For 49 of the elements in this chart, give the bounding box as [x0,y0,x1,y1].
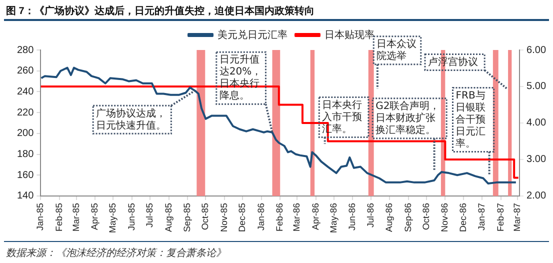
x-tick-label: Nov-85 [218,202,229,232]
x-tick-label: Apr-85 [90,202,100,230]
x-tick-label: Feb-86 [274,202,285,232]
x-tick-label: Oct-85 [200,202,210,230]
x-tick-label: Dec-85 [237,202,248,232]
y-tick-label: 200 [16,128,34,140]
x-tick-label: Aug-86 [384,202,394,232]
x-tick-label: Apr-86 [310,202,320,230]
x-tick-label: Jan-86 [256,202,266,231]
x-tick-label: Feb-87 [495,202,506,232]
annotation: FRB与日银联合干预日元汇率。 [456,89,486,150]
y-tick-label: 180 [16,149,34,160]
x-tick-label: Jun-86 [347,202,358,231]
y-tick-label: 260 [16,66,34,77]
y-tick-label: 160 [16,170,34,181]
annotation: 日本众议院选举 [376,38,417,62]
y-tick-label: 240 [16,86,34,98]
y-tick-label: 280 [16,44,34,56]
x-tick-label: Nov-86 [440,202,450,232]
x-tick-label: Jun-85 [126,202,136,231]
y2-tick-label: 2.00 [526,190,546,202]
x-tick-label: Jul-85 [144,202,155,228]
x-tick-label: Jan-87 [476,202,487,231]
y2-tick-label: 3.00 [526,154,546,166]
annotation: 卢浮宫协议 [428,56,478,68]
x-tick-label: Mar-87 [512,202,522,232]
x-tick-label: Feb-85 [54,202,64,232]
x-tick-label: Mar-86 [292,202,302,232]
x-tick-label: Aug-85 [163,202,174,232]
y2-tick-label: 4.00 [526,118,546,129]
x-tick-label: Jan-85 [35,202,46,231]
x-tick-label: Mar-85 [70,202,81,232]
legend-label: 美元兑日元汇率 [218,28,288,41]
y2-tick-label: 5.00 [526,81,546,92]
y-tick-label: 220 [16,107,34,118]
x-tick-label: May-85 [108,202,118,234]
x-tick-label: Sep-85 [182,202,192,232]
x-tick-label: May-86 [328,202,338,234]
y2-tick-label: 6.00 [526,44,546,56]
x-tick-label: Dec-86 [458,202,468,232]
x-tick-label: Jul-86 [365,202,376,228]
x-tick-label: Oct-86 [420,202,431,230]
x-tick-label: Sep-86 [402,202,413,232]
source-note: 数据来源：《泡沫经济的经济对策：复合萧条论》 [6,246,226,260]
legend-label: 日本贴现率 [324,28,374,41]
annotation: G2联合声明，日本财政扩张换汇率稳定。 [376,100,440,136]
annotation: 广场协议达成，日元快速升值。 [96,107,166,132]
chart-title: 图 7：《广场协议》达成后，日元的升值失控，迫使日本国内政策转向 [6,4,314,18]
y-tick-label: 140 [16,190,34,202]
